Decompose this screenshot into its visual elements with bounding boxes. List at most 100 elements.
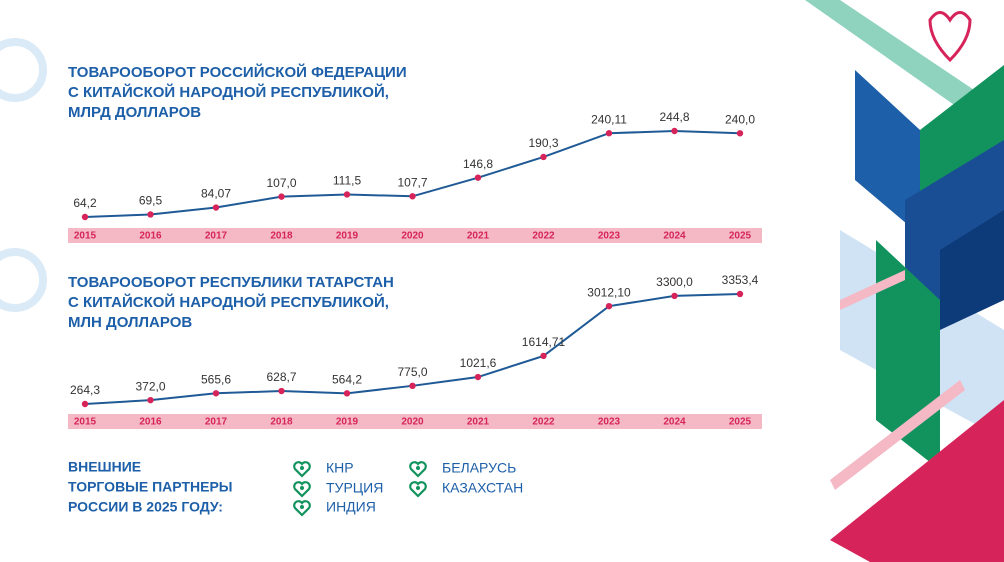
data-label: 3353,4 <box>722 273 759 287</box>
data-label: 190,3 <box>528 136 558 150</box>
stripe <box>840 270 905 310</box>
line <box>84 129 741 218</box>
marker <box>736 130 744 137</box>
marker <box>474 373 482 381</box>
chart-title: ТОВАРООБОРОТ РОССИЙСКОЙ ФЕДЕРАЦИИ <box>68 63 407 81</box>
heart-dot <box>416 466 420 470</box>
chart-title: С КИТАЙСКОЙ НАРОДНОЙ РЕСПУБЛИКОЙ, <box>68 83 389 101</box>
shape <box>920 65 1004 215</box>
marker <box>409 382 416 390</box>
x-tick-label: 2025 <box>729 417 752 428</box>
x-tick-label: 2025 <box>729 231 752 242</box>
partners: ВНЕШНИЕ ТОРГОВЫЕ ПАРТНЕРЫ РОССИИ В 2025 ГО… <box>68 459 523 517</box>
x-tick-label: 2018 <box>270 231 293 242</box>
data-label: 1021,6 <box>460 356 497 370</box>
x-tick-label: 2018 <box>270 417 293 428</box>
x-tick-label: 2020 <box>401 231 424 242</box>
shape <box>940 210 1004 330</box>
data-label: 564,2 <box>332 372 362 386</box>
marker <box>212 204 220 211</box>
marker <box>540 153 547 161</box>
marker <box>605 130 613 137</box>
marker <box>343 390 351 397</box>
x-tick-label: 2016 <box>139 417 162 428</box>
marker <box>147 211 154 218</box>
marker <box>278 387 285 395</box>
data-label: 3300,0 <box>656 275 693 289</box>
partners-title: ТОРГОВЫЕ ПАРТНЕРЫ <box>68 479 233 495</box>
data-label: 107,0 <box>266 176 296 190</box>
x-tick-label: 2019 <box>336 417 359 428</box>
marker <box>736 290 744 298</box>
partner: КАЗАХСТАН <box>442 480 523 496</box>
marker <box>605 302 613 310</box>
x-tick-label: 2015 <box>74 417 97 428</box>
chart-title: С КИТАЙСКОЙ НАРОДНОЙ РЕСПУБЛИКОЙ, <box>68 293 389 311</box>
data-label: 69,5 <box>139 194 163 208</box>
marker <box>212 390 220 397</box>
x-tick-label: 2023 <box>598 417 621 428</box>
data-label: 107,7 <box>397 175 427 189</box>
heart-dot <box>300 505 304 509</box>
marker <box>81 400 89 408</box>
heart-icon <box>409 461 427 478</box>
heart-dot <box>300 486 304 490</box>
partners-title: РОССИИ В 2025 ГОДУ: <box>68 499 223 515</box>
ornament <box>0 248 47 312</box>
year-band <box>68 228 762 243</box>
chart-title: ТОВАРООБОРОТ РЕСПУБЛИКИ ТАТАРСТАН <box>68 274 394 291</box>
data-label: 240,11 <box>591 112 627 126</box>
x-tick-label: 2019 <box>336 231 359 242</box>
x-tick-label: 2024 <box>663 417 686 428</box>
heart-icon <box>409 481 427 498</box>
x-tick-label: 2015 <box>74 231 97 242</box>
x-tick-label: 2024 <box>663 231 686 242</box>
marker <box>540 352 547 360</box>
data-label: 775,0 <box>397 365 427 379</box>
x-tick-label: 2022 <box>532 231 555 242</box>
marker <box>343 191 351 198</box>
data-label: 84,07 <box>201 187 231 201</box>
x-tick-label: 2020 <box>401 417 424 428</box>
partner: ТУРЦИЯ <box>326 480 383 496</box>
year-band <box>68 414 762 429</box>
marker <box>147 396 154 404</box>
marker <box>278 193 285 200</box>
data-label: 3012,10 <box>587 285 631 299</box>
partner: БЕЛАРУСЬ <box>442 460 516 476</box>
shape <box>905 140 1004 330</box>
ornament <box>928 11 972 63</box>
heart-icon <box>293 461 311 478</box>
data-label: 244,8 <box>659 110 689 124</box>
x-tick-label: 2021 <box>467 417 490 428</box>
stripe <box>830 380 965 490</box>
x-tick-label: 2022 <box>532 417 555 428</box>
heart-icon <box>293 500 311 517</box>
partners-title: ВНЕШНИЕ <box>68 459 141 475</box>
marker <box>409 193 416 200</box>
partner: КНР <box>326 460 354 476</box>
x-tick-label: 2016 <box>139 231 162 242</box>
data-label: 240,0 <box>725 112 755 126</box>
chart-title: МЛРД ДОЛЛАРОВ <box>68 104 201 121</box>
data-label: 146,8 <box>463 157 493 171</box>
data-label: 565,6 <box>201 372 231 386</box>
heart-icon <box>293 481 311 498</box>
marker <box>671 292 678 300</box>
marker <box>671 127 678 135</box>
marker <box>81 213 89 221</box>
chart-title: МЛН ДОЛЛАРОВ <box>68 314 192 331</box>
marker <box>474 174 482 181</box>
data-label: 64,2 <box>73 196 97 210</box>
partner: ИНДИЯ <box>326 499 376 515</box>
shape <box>855 70 920 235</box>
x-tick-label: 2021 <box>467 231 490 242</box>
x-tick-label: 2023 <box>598 231 621 242</box>
data-label: 372,0 <box>135 379 165 393</box>
heart-dot <box>300 466 304 470</box>
heart-dot <box>416 486 420 490</box>
shape <box>830 400 1004 562</box>
x-tick-label: 2017 <box>205 231 228 242</box>
